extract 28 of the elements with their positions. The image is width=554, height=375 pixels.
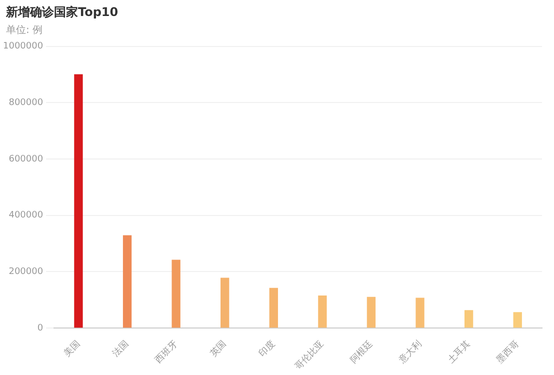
x-tick-label: 西班牙 <box>152 338 180 366</box>
x-tick-label: 英国 <box>208 338 229 360</box>
chart-title: 新增确诊国家Top10 <box>6 4 118 21</box>
x-tick-label: 法国 <box>110 338 132 360</box>
bar <box>172 260 180 328</box>
bar <box>269 288 278 328</box>
y-tick-label: 1000000 <box>2 42 44 52</box>
y-tick-label: 800000 <box>8 98 44 108</box>
y-tick-label: 400000 <box>8 210 44 221</box>
x-tick-label: 墨西哥 <box>494 338 522 366</box>
bar <box>513 312 522 328</box>
bar <box>122 235 132 328</box>
y-tick-label: 600000 <box>8 154 44 164</box>
bar <box>464 310 474 328</box>
x-tick-label: 哥伦比亚 <box>292 338 326 372</box>
x-tick-label: 意大利 <box>396 338 424 366</box>
bar <box>220 278 230 328</box>
chart-subtitle: 单位: 例 <box>6 24 43 37</box>
bar <box>416 298 424 328</box>
y-tick-label: 0 <box>37 323 44 334</box>
y-tick-label: 200000 <box>8 266 44 277</box>
bar <box>74 74 83 328</box>
bar <box>366 296 376 328</box>
bar <box>318 295 327 328</box>
x-tick-label: 美国 <box>62 338 82 360</box>
x-tick-label: 印度 <box>256 338 278 360</box>
x-tick-label: 土耳其 <box>446 338 473 366</box>
x-tick-label: 阿根廷 <box>348 338 376 366</box>
